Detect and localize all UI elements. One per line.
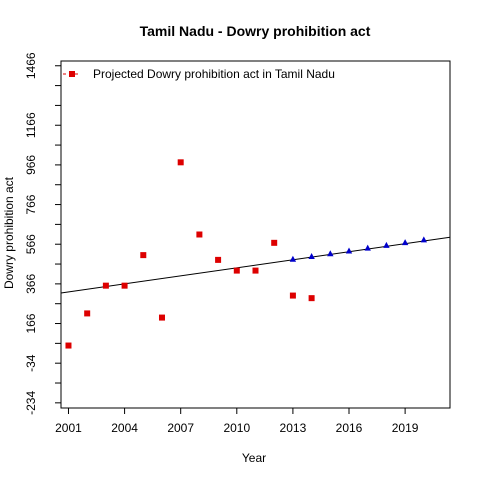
legend-label: Projected Dowry prohibition act in Tamil…: [93, 67, 335, 81]
y-tick-label: 966: [24, 155, 38, 175]
data-point-square: [158, 314, 165, 321]
y-axis: -234 -34 166 366 566 766 966 1166 1466: [24, 52, 61, 415]
y-tick-label: 566: [24, 234, 38, 254]
x-tick-label: 2010: [223, 421, 250, 435]
legend: Projected Dowry prohibition act in Tamil…: [63, 67, 335, 81]
data-point-square: [140, 252, 147, 259]
x-tick-label: 2004: [111, 421, 138, 435]
data-point-square: [308, 295, 315, 302]
data-point-square: [196, 231, 203, 238]
x-tick-label: 2013: [280, 421, 307, 435]
data-point-square: [233, 267, 240, 274]
y-tick-label: 366: [24, 274, 38, 294]
data-point-square: [84, 310, 91, 317]
data-point-square: [121, 282, 128, 289]
data-point-square: [177, 159, 184, 166]
trend-line: [60, 236, 451, 294]
data-point-triangle: [401, 239, 409, 246]
data-point-square: [102, 282, 109, 289]
data-point-triangle: [383, 241, 390, 248]
data-point-square: [289, 292, 296, 299]
data-point-triangle: [345, 247, 353, 254]
y-tick-label: 1466: [24, 52, 38, 79]
data-point-triangle: [364, 244, 371, 251]
y-tick-label: 166: [24, 313, 38, 333]
x-axis: 2001 2004 2007 2010 2013 2016 2019: [55, 408, 419, 435]
data-point-triangle: [308, 253, 315, 260]
x-tick-label: 2016: [336, 421, 363, 435]
x-tick-label: 2007: [167, 421, 194, 435]
chart-title: Tamil Nadu - Dowry prohibition act: [140, 23, 371, 39]
data-point-square: [252, 267, 259, 274]
data-point-square: [271, 239, 278, 246]
x-axis-label: Year: [242, 451, 266, 465]
legend-marker-swatch: [69, 71, 75, 77]
y-axis-label: Dowry prohibition act: [2, 176, 16, 289]
data-points: [65, 159, 428, 349]
plot-frame: [60, 60, 451, 409]
y-tick-label: -234: [24, 391, 38, 415]
x-tick-label: 2019: [392, 421, 419, 435]
data-point-triangle: [289, 255, 297, 262]
y-tick-label: 766: [24, 194, 38, 214]
data-point-square: [65, 342, 72, 349]
data-point-square: [215, 256, 222, 263]
data-point-triangle: [420, 236, 428, 243]
y-tick-label: 1166: [24, 112, 38, 138]
data-point-triangle: [327, 250, 334, 257]
x-tick-label: 2001: [55, 421, 82, 435]
y-tick-label: -34: [24, 354, 38, 372]
